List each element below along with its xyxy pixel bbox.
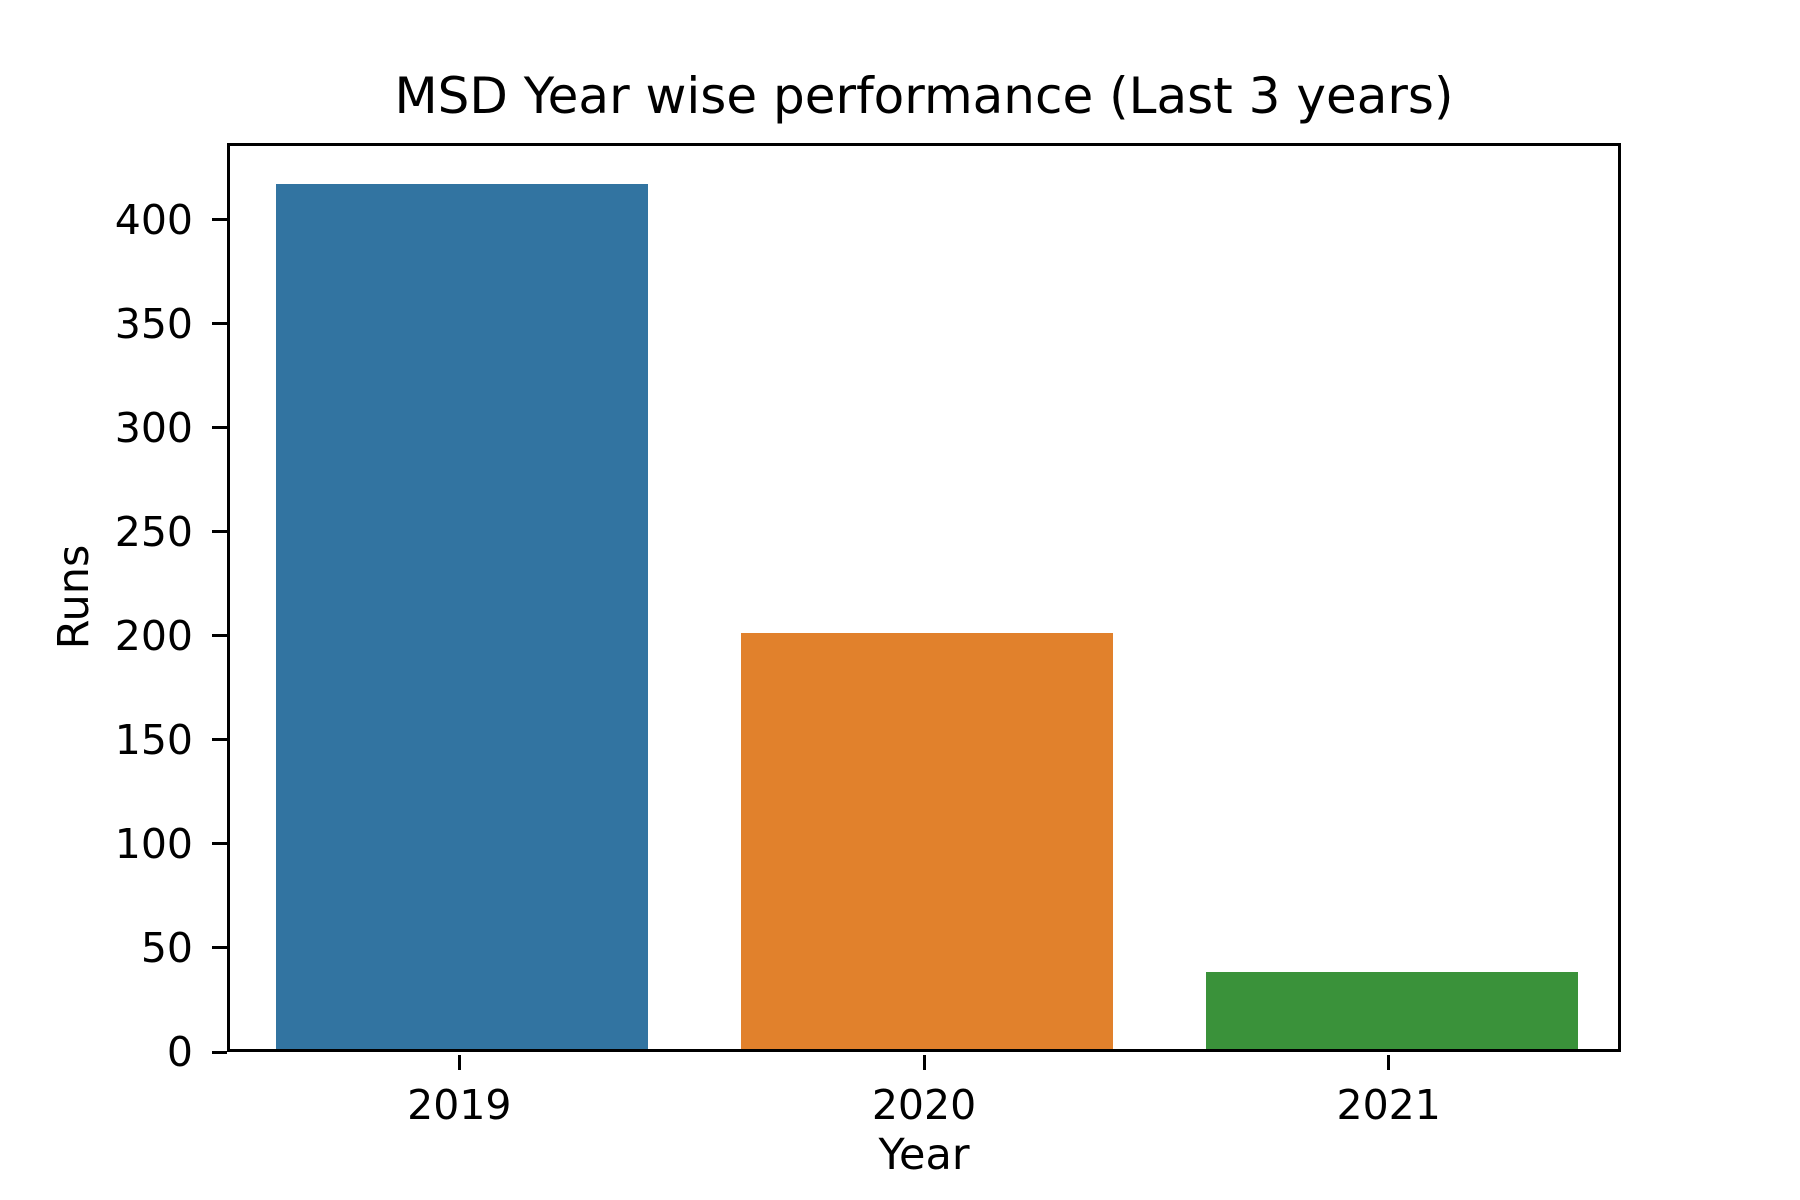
bar-2019 bbox=[276, 183, 649, 1049]
plot-area bbox=[227, 143, 1621, 1052]
y-tick-label-250: 250 bbox=[114, 507, 193, 556]
y-tick-label-100: 100 bbox=[114, 819, 193, 868]
x-axis-label: Year bbox=[878, 1130, 970, 1180]
y-tick-mark-150 bbox=[212, 738, 227, 742]
x-tick-label-2021: 2021 bbox=[1336, 1081, 1441, 1129]
y-tick-label-350: 350 bbox=[114, 299, 193, 348]
y-tick-label-300: 300 bbox=[114, 403, 193, 452]
chart-title: MSD Year wise performance (Last 3 years) bbox=[394, 67, 1454, 125]
y-tick-mark-200 bbox=[212, 634, 227, 638]
x-tick-mark-2019 bbox=[457, 1055, 461, 1070]
y-tick-mark-100 bbox=[212, 842, 227, 846]
x-tick-label-2020: 2020 bbox=[871, 1081, 977, 1129]
x-tick-mark-2021 bbox=[1387, 1055, 1391, 1070]
y-tick-mark-0 bbox=[212, 1050, 227, 1054]
y-tick-mark-250 bbox=[212, 530, 227, 534]
y-tick-label-50: 50 bbox=[140, 923, 193, 972]
y-tick-mark-350 bbox=[212, 322, 227, 326]
bar-2020 bbox=[741, 632, 1113, 1049]
x-tick-mark-2020 bbox=[922, 1055, 926, 1070]
y-tick-mark-300 bbox=[212, 426, 227, 430]
y-tick-label-0: 0 bbox=[166, 1028, 193, 1076]
x-tick-label-2019: 2019 bbox=[407, 1081, 512, 1129]
bar-2021 bbox=[1205, 972, 1578, 1049]
y-tick-label-150: 150 bbox=[114, 715, 193, 764]
y-tick-mark-400 bbox=[212, 218, 227, 222]
y-tick-label-400: 400 bbox=[114, 195, 193, 244]
y-tick-mark-50 bbox=[212, 946, 227, 950]
y-tick-label-200: 200 bbox=[114, 611, 193, 660]
